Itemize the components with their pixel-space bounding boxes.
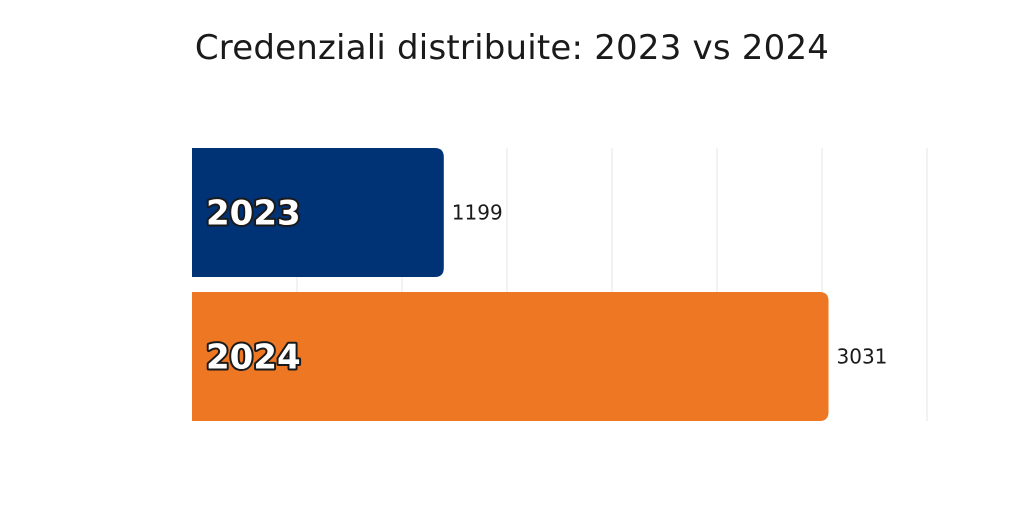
bars bbox=[192, 148, 829, 421]
category-label: 2023 bbox=[206, 194, 301, 234]
category-label: 2024 bbox=[206, 338, 301, 378]
bar-labels: 2023 1199 2024 3031 bbox=[204, 192, 888, 380]
bar-2024 bbox=[192, 292, 829, 421]
value-label: 3031 bbox=[837, 345, 888, 369]
bar-2023 bbox=[192, 148, 444, 277]
value-label: 1199 bbox=[452, 201, 503, 225]
chart-title: Credenziali distribuite: 2023 vs 2024 bbox=[194, 28, 830, 68]
